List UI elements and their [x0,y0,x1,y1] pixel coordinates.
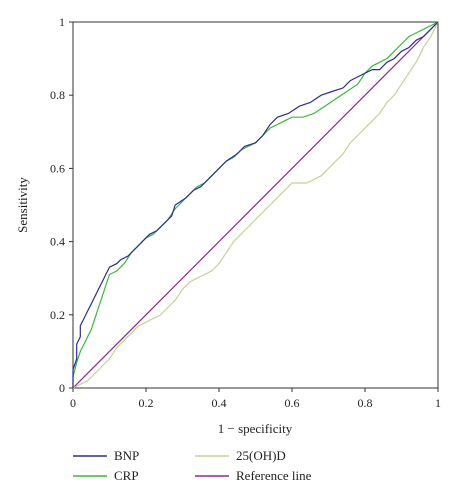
legend-label: BNP [114,448,139,463]
x-tick-label: 1 [435,396,441,410]
x-tick-label: 0 [70,396,76,410]
y-tick-label: 0.6 [50,161,65,175]
x-tick-label: 0.4 [212,396,227,410]
legend-label: Reference line [236,468,312,483]
legend-label: 25(OH)D [236,448,286,463]
y-axis-ticks: 0 0.2 0.4 0.6 0.8 1 [50,15,73,395]
y-tick-label: 0 [59,381,65,395]
series-lines [72,21,439,389]
y-tick-label: 1 [59,15,65,29]
x-axis-label: 1 − specificity [218,421,293,436]
x-axis-ticks: 0 0.2 0.4 0.6 0.8 1 [70,388,441,410]
x-tick-label: 0.8 [358,396,373,410]
series-line-25-oh-d [72,21,439,389]
legend: BNP CRP 25(OH)D Reference line [73,448,312,483]
series-line-bnp [72,21,439,388]
plot-frame [72,21,439,389]
legend-label: CRP [114,468,139,483]
x-tick-label: 0.6 [285,396,300,410]
x-tick-label: 0.2 [139,396,154,410]
y-axis-label: Sensitivity [15,177,30,233]
plot-area [72,21,439,389]
y-tick-label: 0.4 [50,235,65,249]
y-tick-label: 0.8 [50,88,65,102]
series-line-reference-line [72,21,439,389]
y-tick-label: 0.2 [50,308,65,322]
